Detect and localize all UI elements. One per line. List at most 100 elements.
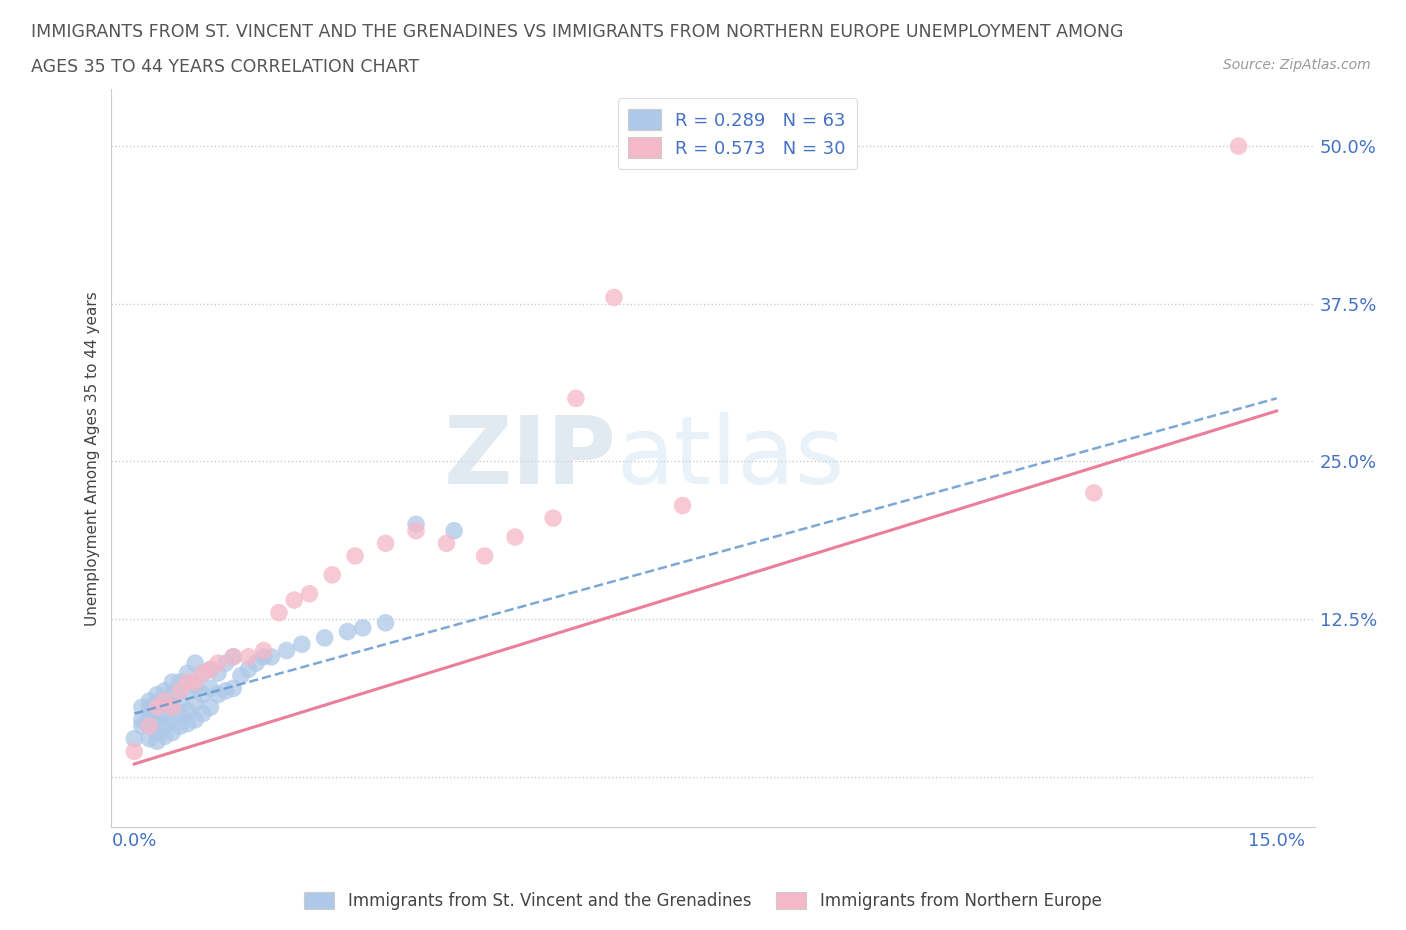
Point	[153, 719, 176, 734]
Point	[138, 709, 160, 724]
Point	[146, 696, 169, 711]
Point	[146, 687, 169, 702]
Point	[162, 687, 184, 702]
Point	[191, 687, 214, 702]
Point	[122, 744, 145, 759]
Point	[291, 637, 314, 652]
Point	[474, 549, 496, 564]
Point	[153, 729, 176, 744]
Point	[146, 699, 169, 714]
Point	[214, 656, 236, 671]
Point	[207, 687, 229, 702]
Point	[138, 731, 160, 746]
Point	[260, 649, 283, 664]
Point	[352, 620, 374, 635]
Point	[169, 719, 191, 734]
Point	[207, 666, 229, 681]
Text: IMMIGRANTS FROM ST. VINCENT AND THE GRENADINES VS IMMIGRANTS FROM NORTHERN EUROP: IMMIGRANTS FROM ST. VINCENT AND THE GREN…	[31, 23, 1123, 41]
Point	[436, 536, 458, 551]
Point	[138, 719, 160, 734]
Point	[146, 725, 169, 740]
Point	[603, 290, 626, 305]
Point	[146, 734, 169, 749]
Point	[162, 699, 184, 714]
Point	[184, 674, 207, 689]
Text: atlas: atlas	[617, 412, 845, 504]
Point	[138, 694, 160, 709]
Point	[200, 699, 222, 714]
Point	[222, 649, 245, 664]
Legend: R = 0.289   N = 63, R = 0.573   N = 30: R = 0.289 N = 63, R = 0.573 N = 30	[617, 99, 856, 169]
Point	[153, 709, 176, 724]
Point	[191, 666, 214, 681]
Point	[267, 605, 290, 620]
Point	[276, 643, 298, 658]
Point	[1083, 485, 1105, 500]
Point	[138, 699, 160, 714]
Point	[169, 694, 191, 709]
Point	[336, 624, 359, 639]
Point	[298, 586, 321, 601]
Point	[169, 684, 191, 698]
Point	[191, 706, 214, 721]
Point	[131, 712, 153, 727]
Point	[541, 511, 564, 525]
Point	[374, 616, 396, 631]
Point	[184, 678, 207, 693]
Text: Source: ZipAtlas.com: Source: ZipAtlas.com	[1223, 58, 1371, 72]
Point	[200, 662, 222, 677]
Point	[229, 669, 252, 684]
Point	[162, 699, 184, 714]
Point	[176, 666, 198, 681]
Point	[138, 719, 160, 734]
Point	[176, 684, 198, 698]
Point	[222, 681, 245, 696]
Point	[153, 696, 176, 711]
Legend: Immigrants from St. Vincent and the Grenadines, Immigrants from Northern Europe: Immigrants from St. Vincent and the Gren…	[298, 885, 1108, 917]
Point	[162, 674, 184, 689]
Point	[191, 666, 214, 681]
Y-axis label: Unemployment Among Ages 35 to 44 years: Unemployment Among Ages 35 to 44 years	[86, 291, 100, 626]
Text: ZIP: ZIP	[444, 412, 617, 504]
Point	[169, 674, 191, 689]
Point	[344, 549, 367, 564]
Point	[253, 643, 276, 658]
Point	[253, 649, 276, 664]
Point	[405, 524, 427, 538]
Point	[176, 674, 198, 689]
Point	[153, 684, 176, 698]
Point	[162, 725, 184, 740]
Point	[176, 716, 198, 731]
Point	[207, 656, 229, 671]
Point	[200, 662, 222, 677]
Point	[146, 706, 169, 721]
Point	[671, 498, 693, 513]
Point	[245, 656, 267, 671]
Point	[222, 649, 245, 664]
Point	[503, 529, 526, 544]
Point	[565, 391, 588, 405]
Point	[1227, 139, 1250, 153]
Point	[184, 712, 207, 727]
Text: AGES 35 TO 44 YEARS CORRELATION CHART: AGES 35 TO 44 YEARS CORRELATION CHART	[31, 58, 419, 75]
Point	[131, 699, 153, 714]
Point	[405, 517, 427, 532]
Point	[122, 731, 145, 746]
Point	[153, 694, 176, 709]
Point	[184, 696, 207, 711]
Point	[314, 631, 336, 645]
Point	[443, 524, 465, 538]
Point	[238, 649, 260, 664]
Point	[169, 706, 191, 721]
Point	[184, 656, 207, 671]
Point	[200, 681, 222, 696]
Point	[146, 716, 169, 731]
Point	[131, 719, 153, 734]
Point	[162, 712, 184, 727]
Point	[321, 567, 343, 582]
Point	[238, 662, 260, 677]
Point	[176, 704, 198, 719]
Point	[374, 536, 396, 551]
Point	[283, 592, 305, 607]
Point	[214, 684, 236, 698]
